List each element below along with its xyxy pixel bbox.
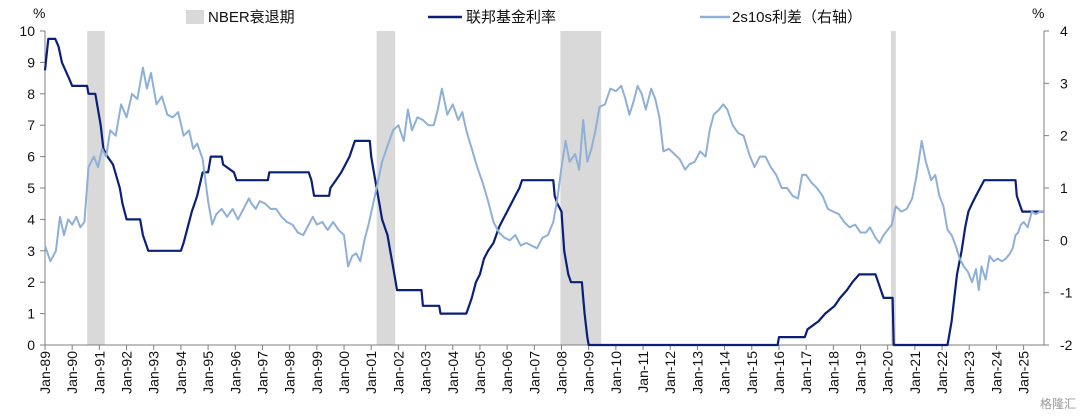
axes xyxy=(40,30,1049,350)
left-tick-label: 9 xyxy=(27,54,35,70)
left-tick-label: 5 xyxy=(27,180,35,196)
recession-band-4 xyxy=(890,31,896,345)
left-tick-label: 0 xyxy=(27,337,35,353)
x-tick-label: Jan-98 xyxy=(282,351,298,394)
x-tick-label: Jan-02 xyxy=(390,351,406,394)
watermark-text: 格隆汇 xyxy=(1040,396,1076,411)
left-tick-label: 7 xyxy=(27,117,35,133)
left-tick-label: 2 xyxy=(27,274,35,290)
legend-label-fed-funds: 联邦基金利率 xyxy=(466,9,556,26)
x-tick-label: Jan-15 xyxy=(744,351,760,394)
recession-band-3 xyxy=(560,31,602,345)
x-tick-label: Jan-09 xyxy=(581,351,597,394)
spread-series-line xyxy=(44,66,1044,292)
x-tick-label: Jan-96 xyxy=(227,351,243,394)
legend: NBER衰退期 联邦基金利率 2s10s利差（右轴） xyxy=(186,9,862,26)
x-tick-label: Jan-93 xyxy=(146,351,162,394)
x-tick-label: Jan-12 xyxy=(662,351,678,394)
x-tick-label: Jan-10 xyxy=(608,351,624,394)
recession-band-1 xyxy=(87,31,105,345)
fed-funds-series-line xyxy=(43,37,1044,347)
x-tick-label: Jan-16 xyxy=(771,351,787,394)
right-tick-label: 2 xyxy=(1060,128,1068,144)
legend-label-spread: 2s10s利差（右轴） xyxy=(732,9,862,26)
x-tick-label: Jan-92 xyxy=(119,351,135,394)
x-tick-label: Jan-95 xyxy=(200,351,216,394)
left-tick-label: 4 xyxy=(27,211,35,227)
left-tick-label: 1 xyxy=(27,306,35,322)
x-tick-label: Jan-23 xyxy=(961,351,977,394)
x-tick-label: Jan-07 xyxy=(526,351,542,394)
right-unit-label: % xyxy=(1032,5,1044,21)
left-tick-label: 3 xyxy=(27,243,35,259)
x-tick-label: Jan-17 xyxy=(798,351,814,394)
x-tick-label: Jan-18 xyxy=(825,351,841,394)
x-tick-label: Jan-05 xyxy=(472,351,488,394)
right-tick-label: -1 xyxy=(1060,285,1073,301)
x-tick-label: Jan-25 xyxy=(1016,351,1032,394)
right-tick-label: 0 xyxy=(1060,232,1068,248)
legend-label-recession: NBER衰退期 xyxy=(208,9,295,26)
left-tick-label: 8 xyxy=(27,86,35,102)
x-tick-label: Jan-21 xyxy=(907,351,923,394)
right-tick-label: 4 xyxy=(1060,23,1068,39)
x-tick-label: Jan-11 xyxy=(635,351,651,393)
right-tick-label: 3 xyxy=(1060,75,1068,91)
x-tick-label: Jan-99 xyxy=(309,351,325,394)
left-tick-label: 10 xyxy=(19,23,35,39)
x-tick-label: Jan-13 xyxy=(689,351,705,394)
right-tick-label: -2 xyxy=(1060,337,1073,353)
series-lines xyxy=(43,37,1044,347)
x-tick-label: Jan-06 xyxy=(499,351,515,394)
x-tick-label: Jan-94 xyxy=(173,351,189,394)
x-tick-label: Jan-20 xyxy=(880,351,896,394)
x-tick-label: Jan-91 xyxy=(91,351,107,394)
x-tick-label: Jan-97 xyxy=(254,351,270,394)
recession-band-2 xyxy=(376,31,396,345)
x-tick-label: Jan-89 xyxy=(37,351,53,394)
recession-bands xyxy=(87,31,896,345)
x-tick-label: Jan-01 xyxy=(363,351,379,394)
x-tick-label: Jan-90 xyxy=(64,351,80,394)
x-tick-label: Jan-00 xyxy=(336,351,352,394)
tick-labels: 0 1 2 3 4 5 6 7 8 9 10 -2 -1 0 1 2 3 4% % Jan-89 Jan-90 Jan-9… xyxy=(19,5,1072,394)
x-tick-label: Jan-19 xyxy=(853,351,869,394)
x-tick-label: Jan-08 xyxy=(553,351,569,394)
x-tick-label: Jan-22 xyxy=(934,351,950,394)
x-tick-label: Jan-24 xyxy=(988,351,1004,394)
legend-swatch-recession xyxy=(186,10,204,24)
left-tick-label: 6 xyxy=(27,149,35,165)
x-tick-label: Jan-04 xyxy=(445,351,461,394)
right-tick-label: 1 xyxy=(1060,180,1068,196)
x-tick-label: Jan-14 xyxy=(717,351,733,394)
left-unit-label: % xyxy=(33,5,45,21)
x-tick-label: Jan-03 xyxy=(418,351,434,394)
